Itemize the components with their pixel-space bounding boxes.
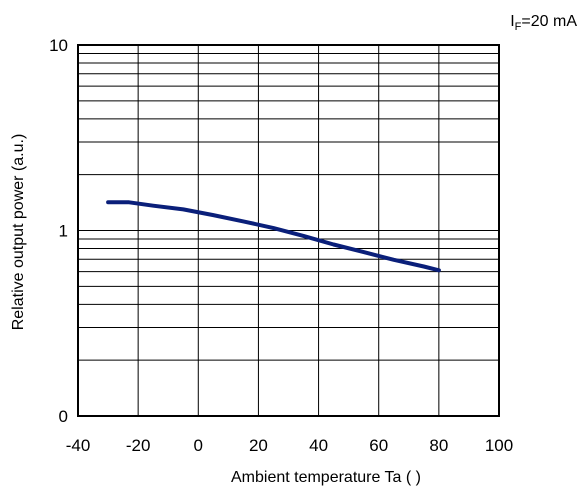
y-axis-label: Relative output power (a.u.) [10,134,27,331]
x-tick-label: -40 [66,436,91,455]
condition-main: I [510,13,514,30]
y-tick-label: 0 [59,407,68,426]
x-tick-label: 60 [369,436,388,455]
x-axis-label: Ambient temperature Ta ( ) [231,469,421,486]
x-tick-label: 80 [429,436,448,455]
y-tick-label: 10 [49,36,68,55]
x-tick-label: 0 [194,436,203,455]
grid [78,45,499,416]
condition-label: IF=20 mA [510,13,577,33]
condition-value: =20 mA [521,13,577,30]
x-tick-label: 40 [309,436,328,455]
tick-labels: -40 -20 0 20 40 60 80 100 0 1 10 [49,36,513,455]
plot-frame [77,44,500,417]
y-tick-label: 1 [59,222,68,241]
x-tick-label: 100 [485,436,513,455]
series-layer [106,200,441,273]
x-tick-label: 20 [249,436,268,455]
series-line [106,200,441,273]
condition-subscript: F [515,21,522,33]
x-tick-label: -20 [126,436,151,455]
